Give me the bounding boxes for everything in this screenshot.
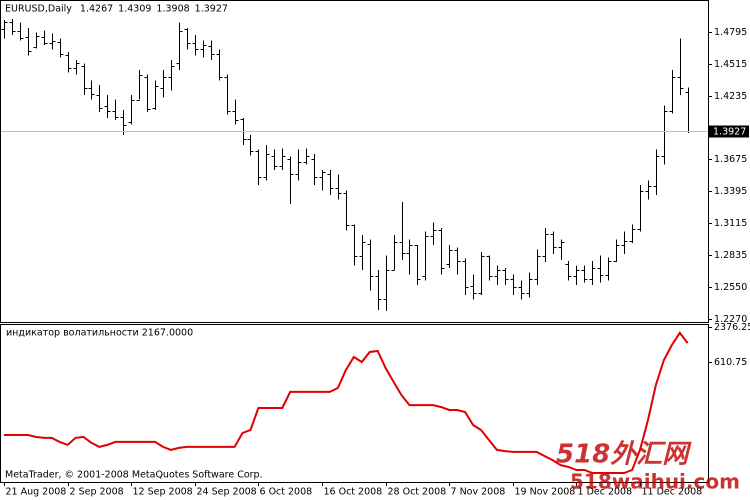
indicator-line	[4, 331, 689, 474]
y-tick-label: 610.75	[714, 357, 747, 368]
header-open: 1.4267	[80, 4, 113, 15]
x-tick-label: 7 Nov 2008	[451, 487, 506, 498]
x-tick-label: 28 Oct 2008	[388, 487, 447, 498]
x-tick-label: 21 Aug 2008	[6, 487, 67, 498]
y-tick-label: 2376.25	[714, 322, 750, 333]
y-tick-label: 1.4795	[714, 27, 747, 38]
chart-title: EURUSD,Daily	[5, 4, 72, 15]
y-tick-label: 1.2550	[714, 282, 747, 293]
y-tick-label: 1.3115	[714, 218, 747, 229]
copyright: MetaTrader, © 2001-2008 MetaQuotes Softw…	[5, 470, 263, 481]
watermark: 518外汇网	[556, 440, 692, 470]
x-tick-label: 16 Oct 2008	[324, 487, 383, 498]
y-tick-label: 1.4235	[714, 91, 747, 102]
price-box	[709, 125, 749, 138]
header-close: 1.3927	[195, 4, 228, 15]
indicator-title: индикатор волатильности 2167.0000	[6, 328, 193, 339]
price-box-label: 1.3927	[713, 127, 746, 138]
header-low: 1.3908	[156, 4, 189, 15]
y-tick-label: 1.2835	[714, 250, 747, 261]
header-high: 1.4309	[118, 4, 151, 15]
x-tick-label: 6 Oct 2008	[260, 487, 313, 498]
y-tick-label: 1.3395	[714, 186, 747, 197]
y-tick-label: 1.2270	[714, 314, 747, 325]
x-tick-label: 2 Sep 2008	[70, 487, 124, 498]
x-tick-label: 24 Sep 2008	[197, 487, 257, 498]
main-panel-border	[0, 0, 709, 323]
x-tick-label: 1 Dec 2008	[578, 487, 633, 498]
x-tick-label: 19 Nov 2008	[515, 487, 576, 498]
x-tick-label: 12 Sep 2008	[133, 487, 193, 498]
y-tick-label: 1.3675	[714, 154, 747, 165]
y-tick-label: 1.4515	[714, 59, 747, 70]
x-tick-label: 11 Dec 2008	[642, 487, 703, 498]
indicator-panel-border	[0, 324, 709, 483]
